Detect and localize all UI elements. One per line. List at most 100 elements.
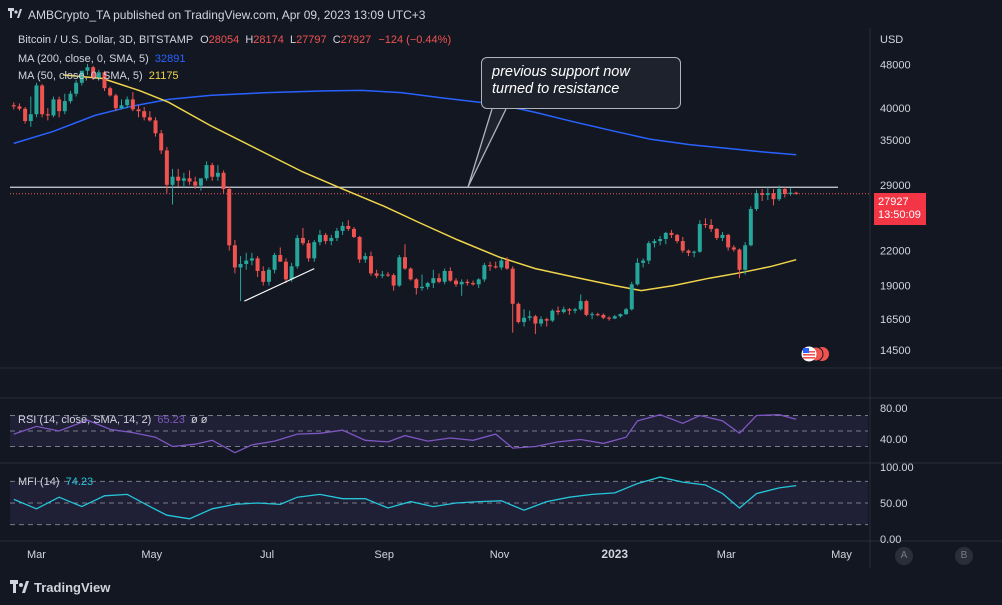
log-scale-button[interactable]: B [955, 547, 973, 565]
mfi-line [13, 476, 797, 520]
candle-body [11, 105, 16, 107]
candle-body [737, 249, 742, 270]
candle-body [680, 241, 685, 251]
candle-body [306, 243, 311, 259]
candle-body [210, 165, 215, 177]
open-value: 28054 [208, 34, 240, 46]
candle-body [125, 99, 130, 106]
rsi-extra: ø ø [190, 414, 208, 426]
candle-body [782, 188, 787, 195]
candle-body [28, 114, 33, 122]
candle-body [754, 193, 759, 209]
annotation-callout[interactable] [481, 57, 681, 109]
candle-body [788, 192, 793, 195]
events-badge[interactable] [800, 346, 830, 362]
candle-body [130, 99, 135, 110]
candle-body [771, 193, 776, 200]
mfi-tick-label: 50.00 [880, 498, 908, 510]
candle-body [431, 278, 436, 284]
candle-body [176, 176, 181, 181]
candle-body [618, 314, 623, 317]
candle-body [357, 236, 362, 260]
candle-body [533, 316, 538, 324]
candle-body [607, 317, 612, 319]
candles-group [11, 63, 799, 335]
callout-pointer [467, 108, 507, 188]
rsi-label: RSI (14, close, SMA, 14, 2) [18, 414, 152, 426]
publish-info: AMBCrypto_TA published on TradingView.co… [28, 8, 426, 22]
candle-body [454, 280, 459, 285]
support-trendline [244, 268, 315, 302]
candle-body [505, 260, 510, 269]
mfi-legend[interactable]: MFI (14) 74.23 [18, 476, 93, 488]
candle-body [198, 178, 203, 186]
footer-brand[interactable]: TradingView [34, 580, 111, 595]
candle-body [556, 310, 561, 313]
auto-scale-button[interactable]: A [895, 547, 913, 565]
annotation-line-1: previous support now [492, 64, 630, 80]
candle-body [300, 237, 305, 244]
candle-body [380, 274, 385, 276]
ma50-line [62, 74, 797, 292]
candle-body [408, 268, 413, 280]
candle-body [340, 225, 345, 231]
candle-body [295, 237, 300, 267]
candle-body [590, 314, 595, 316]
time-tick-label: May [141, 549, 162, 561]
candle-body [164, 150, 169, 185]
time-tick-label: Mar [27, 549, 46, 561]
candle-body [635, 262, 640, 285]
candle-body [142, 111, 147, 118]
candle-body [85, 67, 90, 71]
high-label: H [245, 34, 254, 46]
candle-body [289, 266, 294, 280]
candle-body [232, 245, 237, 268]
candle-body [215, 172, 220, 177]
candle-body [448, 270, 453, 281]
candle-body [312, 242, 317, 259]
candle-body [147, 117, 152, 121]
candle-body [669, 232, 674, 235]
close-value: 27927 [340, 34, 372, 46]
annotation-line-2: turned to resistance [492, 81, 620, 97]
candle-body [51, 99, 56, 116]
candle-body [692, 251, 697, 253]
candle-body [227, 188, 232, 246]
rsi-legend[interactable]: RSI (14, close, SMA, 14, 2) 65.23 ø ø [18, 414, 207, 426]
candle-body [743, 245, 748, 270]
candle-body [629, 284, 634, 310]
high-value: 28174 [253, 34, 284, 46]
low-value: 27797 [296, 34, 327, 46]
candle-body [499, 260, 504, 268]
tradingview-brand-icon [10, 580, 29, 593]
candle-body [488, 265, 493, 267]
candle-body [363, 256, 368, 260]
candle-body [391, 275, 396, 286]
candle-body [697, 224, 702, 252]
candle-body [641, 260, 646, 263]
candle-body [385, 274, 390, 276]
low-label: L [289, 34, 297, 46]
candle-body [334, 230, 339, 238]
price-tick-label: 35000 [880, 135, 911, 147]
symbol-legend[interactable]: Bitcoin / U.S. Dollar, 3D, BITSTAMP O280… [18, 34, 451, 46]
ma50-legend[interactable]: MA (50, close, 0, SMA, 5) 21175 [18, 70, 179, 82]
mfi-value: 74.23 [65, 476, 94, 488]
candle-body [567, 309, 572, 311]
candle-body [703, 224, 708, 226]
candle-body [686, 250, 691, 253]
price-tick-label: 16500 [880, 314, 911, 326]
candle-body [652, 241, 657, 244]
tradingview-logo-icon [8, 8, 22, 18]
time-tick-label: May [831, 549, 852, 561]
candle-body [261, 270, 266, 282]
rsi-line [13, 414, 797, 454]
price-tick-label: 19000 [880, 281, 911, 293]
candle-body [221, 172, 226, 189]
currency-label: USD [880, 34, 904, 46]
candle-body [516, 303, 521, 323]
candle-body [402, 257, 407, 269]
ma200-legend[interactable]: MA (200, close, 0, SMA, 5) 32891 [18, 53, 186, 65]
symbol-title: Bitcoin / U.S. Dollar, 3D, BITSTAMP [18, 34, 194, 46]
